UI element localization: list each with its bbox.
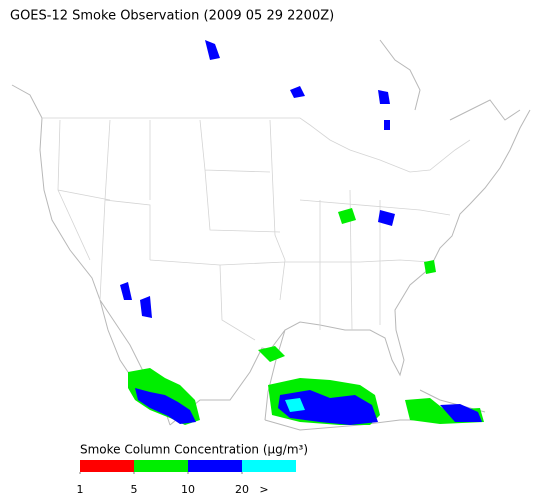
smoke-area bbox=[205, 40, 220, 60]
color-bin bbox=[188, 460, 242, 472]
smoke-area bbox=[424, 260, 436, 274]
smoke-area bbox=[285, 398, 305, 412]
smoke-patches bbox=[120, 40, 484, 425]
tick-label: 20 bbox=[235, 483, 249, 496]
color-bin bbox=[134, 460, 188, 472]
smoke-area bbox=[120, 282, 132, 300]
smoke-area bbox=[440, 404, 482, 422]
borders bbox=[42, 117, 471, 341]
smoke-area bbox=[140, 296, 152, 318]
smoke-area bbox=[378, 90, 390, 104]
color-bin bbox=[242, 460, 296, 472]
smoke-area bbox=[135, 388, 196, 424]
tick-label: 5 bbox=[131, 483, 138, 496]
smoke-area bbox=[338, 208, 356, 224]
smoke-area bbox=[278, 390, 378, 425]
color-bin bbox=[80, 460, 134, 472]
tick-label: 10 bbox=[181, 483, 195, 496]
map-title: GOES-12 Smoke Observation (2009 05 29 22… bbox=[10, 9, 334, 24]
overflow-label: > bbox=[259, 483, 268, 496]
smoke-area bbox=[378, 210, 395, 226]
smoke-area bbox=[258, 346, 285, 362]
legend-title: Smoke Column Concentration (μg/m³) bbox=[80, 443, 308, 457]
smoke-area bbox=[290, 86, 305, 98]
tick-label: 1 bbox=[77, 483, 84, 496]
smoke-area bbox=[384, 120, 390, 130]
coastline bbox=[11, 39, 531, 431]
basemap bbox=[11, 39, 531, 431]
color-legend: 1 5 10 20 > bbox=[77, 460, 296, 496]
